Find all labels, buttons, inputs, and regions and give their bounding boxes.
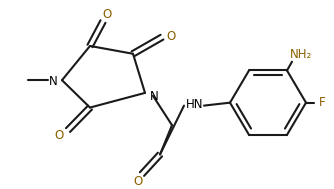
Text: N: N bbox=[150, 90, 158, 103]
Text: HN: HN bbox=[186, 98, 204, 111]
Text: F: F bbox=[319, 96, 325, 109]
Text: O: O bbox=[54, 129, 63, 143]
Text: NH₂: NH₂ bbox=[290, 48, 312, 61]
Text: O: O bbox=[166, 30, 176, 43]
Text: N: N bbox=[49, 75, 57, 88]
Text: O: O bbox=[103, 8, 112, 21]
Text: O: O bbox=[133, 175, 143, 188]
